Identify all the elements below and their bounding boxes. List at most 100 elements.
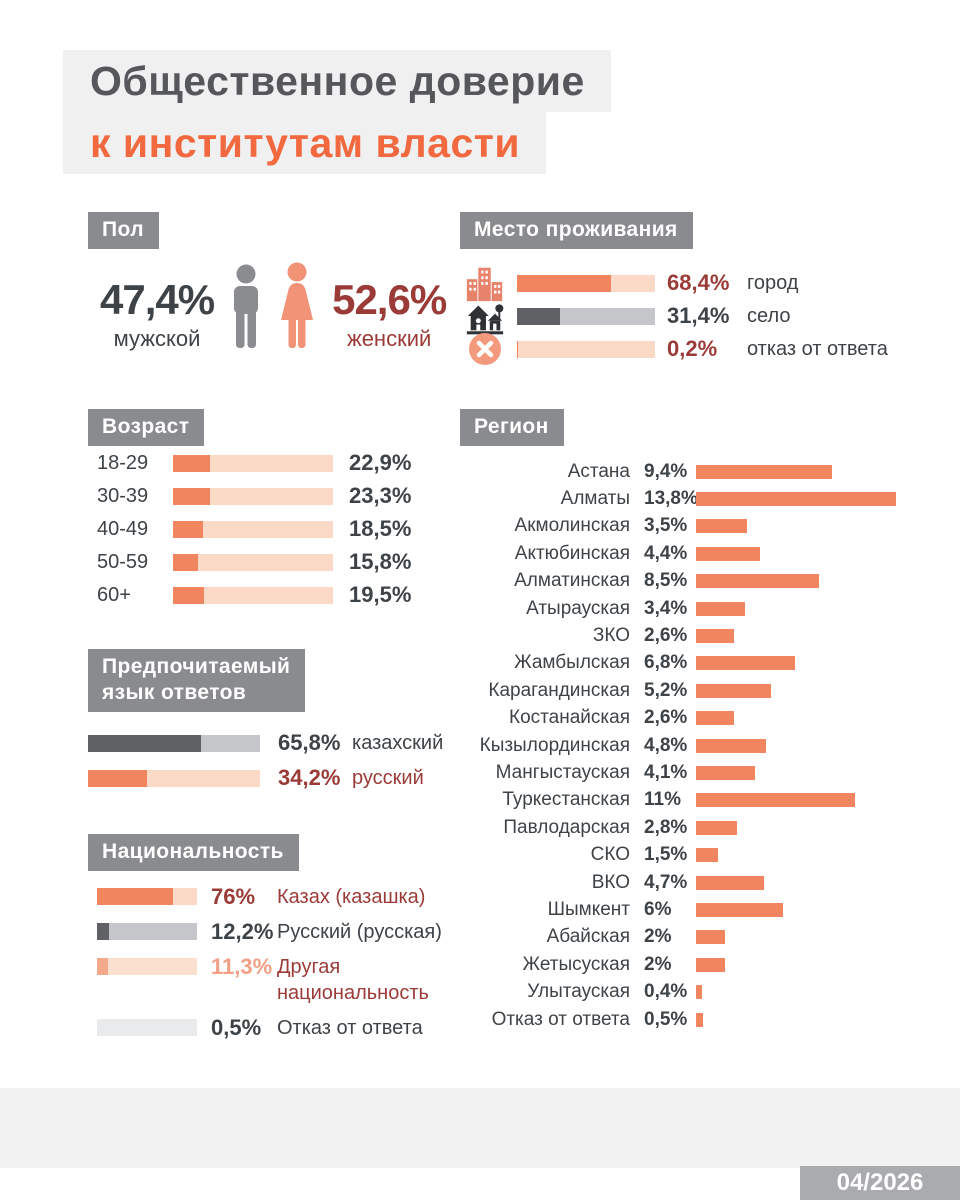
- female-person-icon: [274, 262, 320, 355]
- region-chart: Астана 9,4% Алматы 13,8% Акмолинская 3,5% Актю…: [445, 458, 896, 1033]
- region-row: Алматы 13,8%: [445, 485, 896, 512]
- region-row: Костанайская 2,6%: [445, 705, 896, 732]
- age-row: 50-59 15,8%: [97, 549, 411, 575]
- section-header-nationality: Национальность: [88, 834, 299, 871]
- bar-track: [97, 958, 197, 975]
- region-label: Абайская: [546, 926, 630, 948]
- region-value: 2,6%: [644, 625, 688, 647]
- age-chart: 18-29 22,9% 30-39 23,3% 40-49 18,5% 50-59 15,8%…: [97, 450, 411, 615]
- section-header-residence: Место проживания: [460, 212, 693, 249]
- region-label: Астана: [567, 460, 630, 482]
- region-value: 2%: [644, 953, 672, 975]
- age-row: 18-29 22,9%: [97, 450, 411, 476]
- footer-logo-band: KONRAD ADENAUER STIFTUNG DEMOSCOPE Media…: [0, 1088, 960, 1168]
- language-value: 34,2%: [278, 765, 341, 790]
- male-label: мужской: [113, 326, 201, 351]
- nationality-label: Русский (русская): [277, 921, 442, 943]
- bar-track: [97, 1019, 197, 1036]
- nationality-chart: 76% Казах (казашка) 12,2% Русский (русская)…: [97, 884, 477, 1050]
- region-bar: [696, 519, 747, 534]
- bar-fill: [97, 923, 110, 940]
- bar-fill: [173, 520, 203, 538]
- female-value: 52,6%: [332, 276, 447, 323]
- region-value: 4,4%: [644, 542, 688, 564]
- region-row: ВКО 4,7%: [445, 869, 896, 896]
- residence-value: 31,4%: [667, 303, 730, 328]
- region-label: ЗКО: [592, 625, 630, 647]
- bar-fill: [88, 769, 147, 787]
- nationality-label: Другая национальность: [277, 956, 429, 1004]
- region-bar: [696, 930, 725, 945]
- bar-fill: [517, 274, 612, 292]
- age-row: 60+ 19,5%: [97, 582, 411, 608]
- gender-chart: 47,4% мужской 52: [100, 262, 447, 355]
- region-bar: [696, 957, 725, 972]
- region-label: Жетысуская: [522, 953, 630, 975]
- residence-label: город: [747, 271, 799, 294]
- region-value: 0,4%: [644, 981, 688, 1003]
- village-icon: [462, 294, 508, 338]
- region-row: Отказ от ответа 0,5%: [445, 1006, 896, 1033]
- title-line-2: к институтам власти: [63, 112, 547, 174]
- bar-track: [173, 487, 333, 505]
- region-value: 2%: [644, 926, 672, 948]
- bar-fill: [173, 586, 205, 604]
- region-bar: [696, 711, 734, 726]
- region-row: Туркестанская 11%: [445, 787, 896, 814]
- region-label: Жамбылская: [514, 652, 630, 674]
- language-label: казахский: [352, 731, 444, 754]
- language-chart: 65,8% казахский 34,2% русский: [88, 730, 443, 800]
- region-label: Павлодарская: [503, 816, 630, 838]
- region-row: Акмолинская 3,5%: [445, 513, 896, 540]
- nationality-value: 11,3%: [211, 954, 273, 979]
- region-value: 8,5%: [644, 570, 688, 592]
- region-bar: [696, 738, 766, 753]
- region-label: Актюбинская: [514, 542, 630, 564]
- region-bar: [696, 492, 896, 507]
- residence-row: 0,2% отказ от ответа: [462, 333, 888, 365]
- nationality-row: 0,5% Отказ от ответа: [97, 1015, 477, 1041]
- bar-track: [97, 888, 197, 905]
- bar-track: [517, 274, 655, 292]
- region-row: Атырауская 3,4%: [445, 595, 896, 622]
- region-label: Мангыстауская: [495, 761, 630, 783]
- nationality-value: 76%: [211, 884, 256, 909]
- age-label: 30-39: [97, 484, 149, 507]
- region-label: Кызылординская: [479, 734, 630, 756]
- male-person-icon: [226, 264, 266, 355]
- bar-fill: [97, 958, 109, 975]
- region-row: Павлодарская 2,8%: [445, 814, 896, 841]
- region-bar: [696, 765, 756, 780]
- bar-track: [88, 734, 260, 752]
- bar-track: [97, 923, 197, 940]
- region-value: 5,2%: [644, 679, 688, 701]
- page-title: Общественное доверие к институтам власти: [63, 50, 611, 174]
- title-line-1: Общественное доверие: [63, 50, 611, 112]
- bar-fill: [173, 553, 199, 571]
- age-row: 30-39 23,3%: [97, 483, 411, 509]
- city-icon: [462, 261, 508, 305]
- region-bar: [696, 683, 772, 698]
- gender-female: 52,6% женский: [332, 276, 447, 352]
- age-row: 40-49 18,5%: [97, 516, 411, 542]
- age-value: 22,9%: [349, 450, 412, 475]
- region-row: Мангыстауская 4,1%: [445, 759, 896, 786]
- region-label: Туркестанская: [502, 789, 630, 811]
- bar-track: [88, 769, 260, 787]
- residence-chart: 68,4% город 31,4% село 0,2% отказ от ответа: [462, 267, 888, 369]
- gender-male: 47,4% мужской: [100, 278, 215, 352]
- region-value: 13,8%: [644, 488, 698, 510]
- region-bar: [696, 1012, 704, 1027]
- age-value: 15,8%: [349, 549, 412, 574]
- region-value: 2,6%: [644, 707, 688, 729]
- bar-fill: [173, 487, 211, 505]
- residence-label: отказ от ответа: [747, 337, 888, 360]
- region-row: ЗКО 2,6%: [445, 622, 896, 649]
- language-label: русский: [352, 766, 424, 789]
- residence-label: село: [747, 304, 791, 327]
- language-row: 34,2% русский: [88, 765, 443, 791]
- region-value: 6,8%: [644, 652, 688, 674]
- region-value: 1,5%: [644, 844, 688, 866]
- region-value: 2,8%: [644, 816, 688, 838]
